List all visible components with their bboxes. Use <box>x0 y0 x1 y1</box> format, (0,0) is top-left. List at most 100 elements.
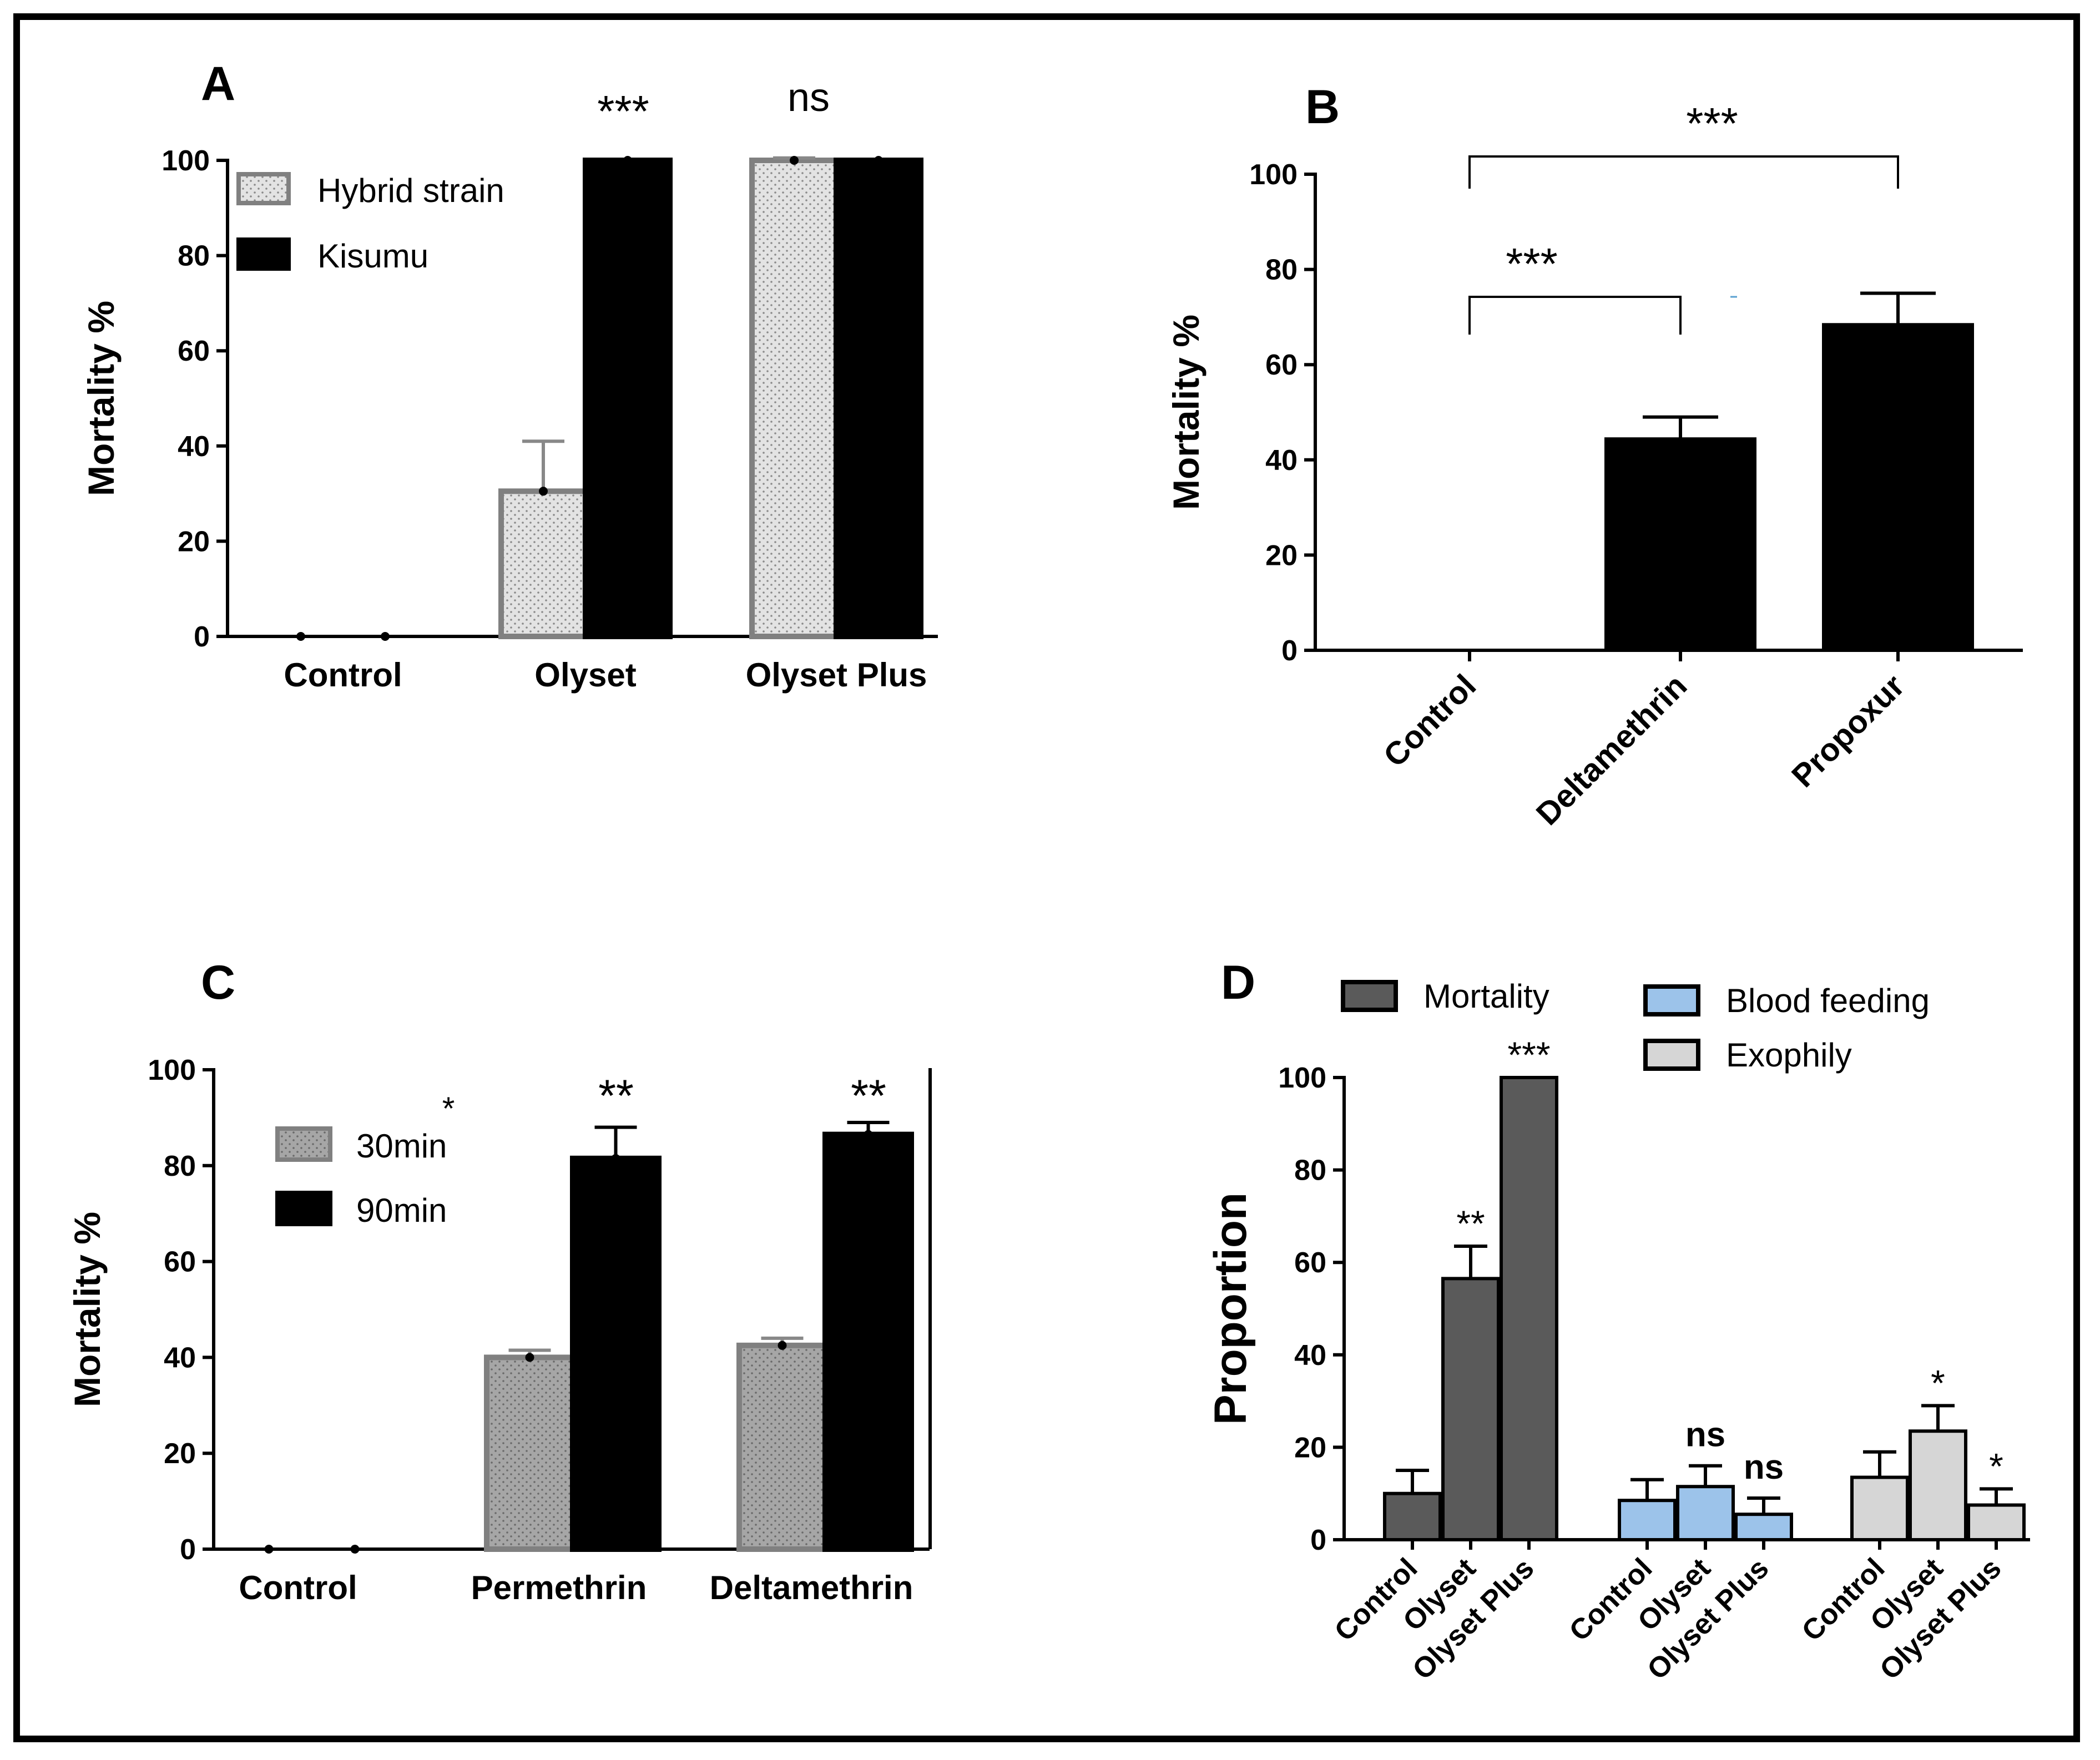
x-tick-label: Control <box>1376 667 1483 774</box>
y-tick-label: 100 <box>148 1054 196 1086</box>
bar <box>1604 437 1756 651</box>
panel-letter-b: B <box>1305 80 1340 134</box>
mean-marker <box>525 1353 534 1362</box>
bar <box>1500 1076 1558 1541</box>
x-tick-label: Permethrin <box>471 1569 647 1606</box>
y-tick-label: 20 <box>1265 539 1298 572</box>
x-tick-label: Propoxur <box>1785 667 1911 794</box>
legend-label: Exophily <box>1726 1036 1852 1074</box>
y-axis-title: Mortality % <box>67 1212 108 1407</box>
y-tick-label: 100 <box>1249 159 1298 191</box>
significance-label: *** <box>1686 99 1738 148</box>
bar <box>1822 323 1974 651</box>
y-tick-label: 60 <box>1265 349 1298 381</box>
bar <box>484 1354 576 1552</box>
y-tick-label: 100 <box>161 145 210 177</box>
y-tick-label: 60 <box>178 335 210 367</box>
significance-label: *** <box>1506 239 1557 289</box>
bar <box>822 1131 914 1552</box>
significance-label: *** <box>597 87 649 136</box>
y-tick-label: 80 <box>1294 1155 1326 1187</box>
legend-label: Mortality <box>1423 978 1549 1015</box>
legend-swatch <box>275 1126 332 1162</box>
bar <box>570 1155 662 1552</box>
legend-swatch <box>236 172 291 205</box>
legend-swatch <box>236 237 291 271</box>
significance-label: ns <box>787 75 830 120</box>
legend-label: Kisumu <box>317 237 428 275</box>
bar <box>834 158 923 639</box>
y-tick-label: 20 <box>1294 1432 1326 1464</box>
y-tick-label: 0 <box>1281 635 1298 667</box>
x-tick-label: Olyset Plus <box>746 656 927 694</box>
mean-marker <box>350 1545 360 1554</box>
y-tick-label: 100 <box>1278 1062 1326 1094</box>
bar <box>749 158 839 639</box>
mean-marker <box>778 1341 787 1350</box>
panel-letter-d: D <box>1221 956 1255 1009</box>
y-tick-label: 20 <box>178 525 210 558</box>
mean-marker <box>611 1154 620 1163</box>
legend-swatch <box>1341 980 1398 1012</box>
y-axis-title: Mortality % <box>80 301 122 496</box>
bar <box>1967 1503 2026 1541</box>
legend-label: Hybrid strain <box>317 172 504 209</box>
legend-swatch <box>1643 1039 1700 1071</box>
significance-label: ** <box>1456 1203 1485 1244</box>
mean-marker <box>874 156 883 165</box>
significance-label: ns <box>1685 1416 1725 1454</box>
bar <box>1383 1491 1442 1541</box>
mean-marker <box>539 487 548 496</box>
y-tick-label: 0 <box>1310 1524 1326 1556</box>
significance-label: ns <box>1744 1448 1784 1486</box>
mean-marker <box>296 632 305 641</box>
bar <box>583 158 673 639</box>
significance-label: * <box>1989 1445 2003 1486</box>
y-tick-label: 80 <box>164 1150 196 1182</box>
mean-marker <box>264 1545 274 1554</box>
x-tick-label: Deltamethrin <box>710 1569 913 1606</box>
y-tick-label: 80 <box>178 240 210 272</box>
x-tick-label: Control <box>239 1569 357 1606</box>
bar <box>1734 1513 1793 1542</box>
figure-border <box>13 13 2080 1742</box>
significance-label: ** <box>851 1071 886 1121</box>
bar <box>1850 1475 1909 1541</box>
mean-marker <box>381 632 390 641</box>
legend-label: Blood feeding <box>1726 982 1930 1019</box>
mean-marker <box>864 1130 873 1139</box>
x-tick-label: Olyset <box>534 656 636 694</box>
significance-label: *** <box>1507 1034 1550 1075</box>
bar <box>1618 1499 1677 1542</box>
mean-marker <box>623 156 632 165</box>
comparison-bracket <box>1468 296 1682 335</box>
y-axis-title: Mortality % <box>1165 315 1207 510</box>
y-tick-label: 60 <box>1294 1247 1326 1279</box>
y-tick-label: 40 <box>1294 1339 1326 1372</box>
x-tick-label: Control <box>1796 1552 1891 1647</box>
bar <box>1441 1277 1500 1541</box>
x-tick-label: Control <box>1563 1552 1659 1647</box>
bar <box>1909 1429 1967 1542</box>
comparison-bracket <box>1468 155 1899 189</box>
legend-label: 30min <box>356 1127 447 1165</box>
y-axis-title: Proportion <box>1205 1192 1256 1425</box>
panel-letter-a: A <box>201 57 235 110</box>
y-tick-label: 40 <box>178 431 210 463</box>
mean-marker <box>790 156 799 165</box>
legend-asterisk: * <box>442 1091 455 1127</box>
x-tick-label: Control <box>284 656 402 694</box>
legend-swatch <box>275 1191 332 1226</box>
y-tick-label: 40 <box>1265 444 1298 477</box>
significance-label: ** <box>598 1071 634 1121</box>
x-tick-label: Control <box>1329 1552 1424 1647</box>
panel-letter-c: C <box>201 956 235 1009</box>
legend-swatch <box>1643 984 1700 1016</box>
y-tick-label: 60 <box>164 1246 196 1278</box>
bar <box>1676 1485 1735 1542</box>
x-tick-label: Deltamethrin <box>1529 667 1694 832</box>
y-tick-label: 40 <box>164 1342 196 1374</box>
bar <box>498 488 588 639</box>
y-tick-label: 20 <box>164 1438 196 1470</box>
